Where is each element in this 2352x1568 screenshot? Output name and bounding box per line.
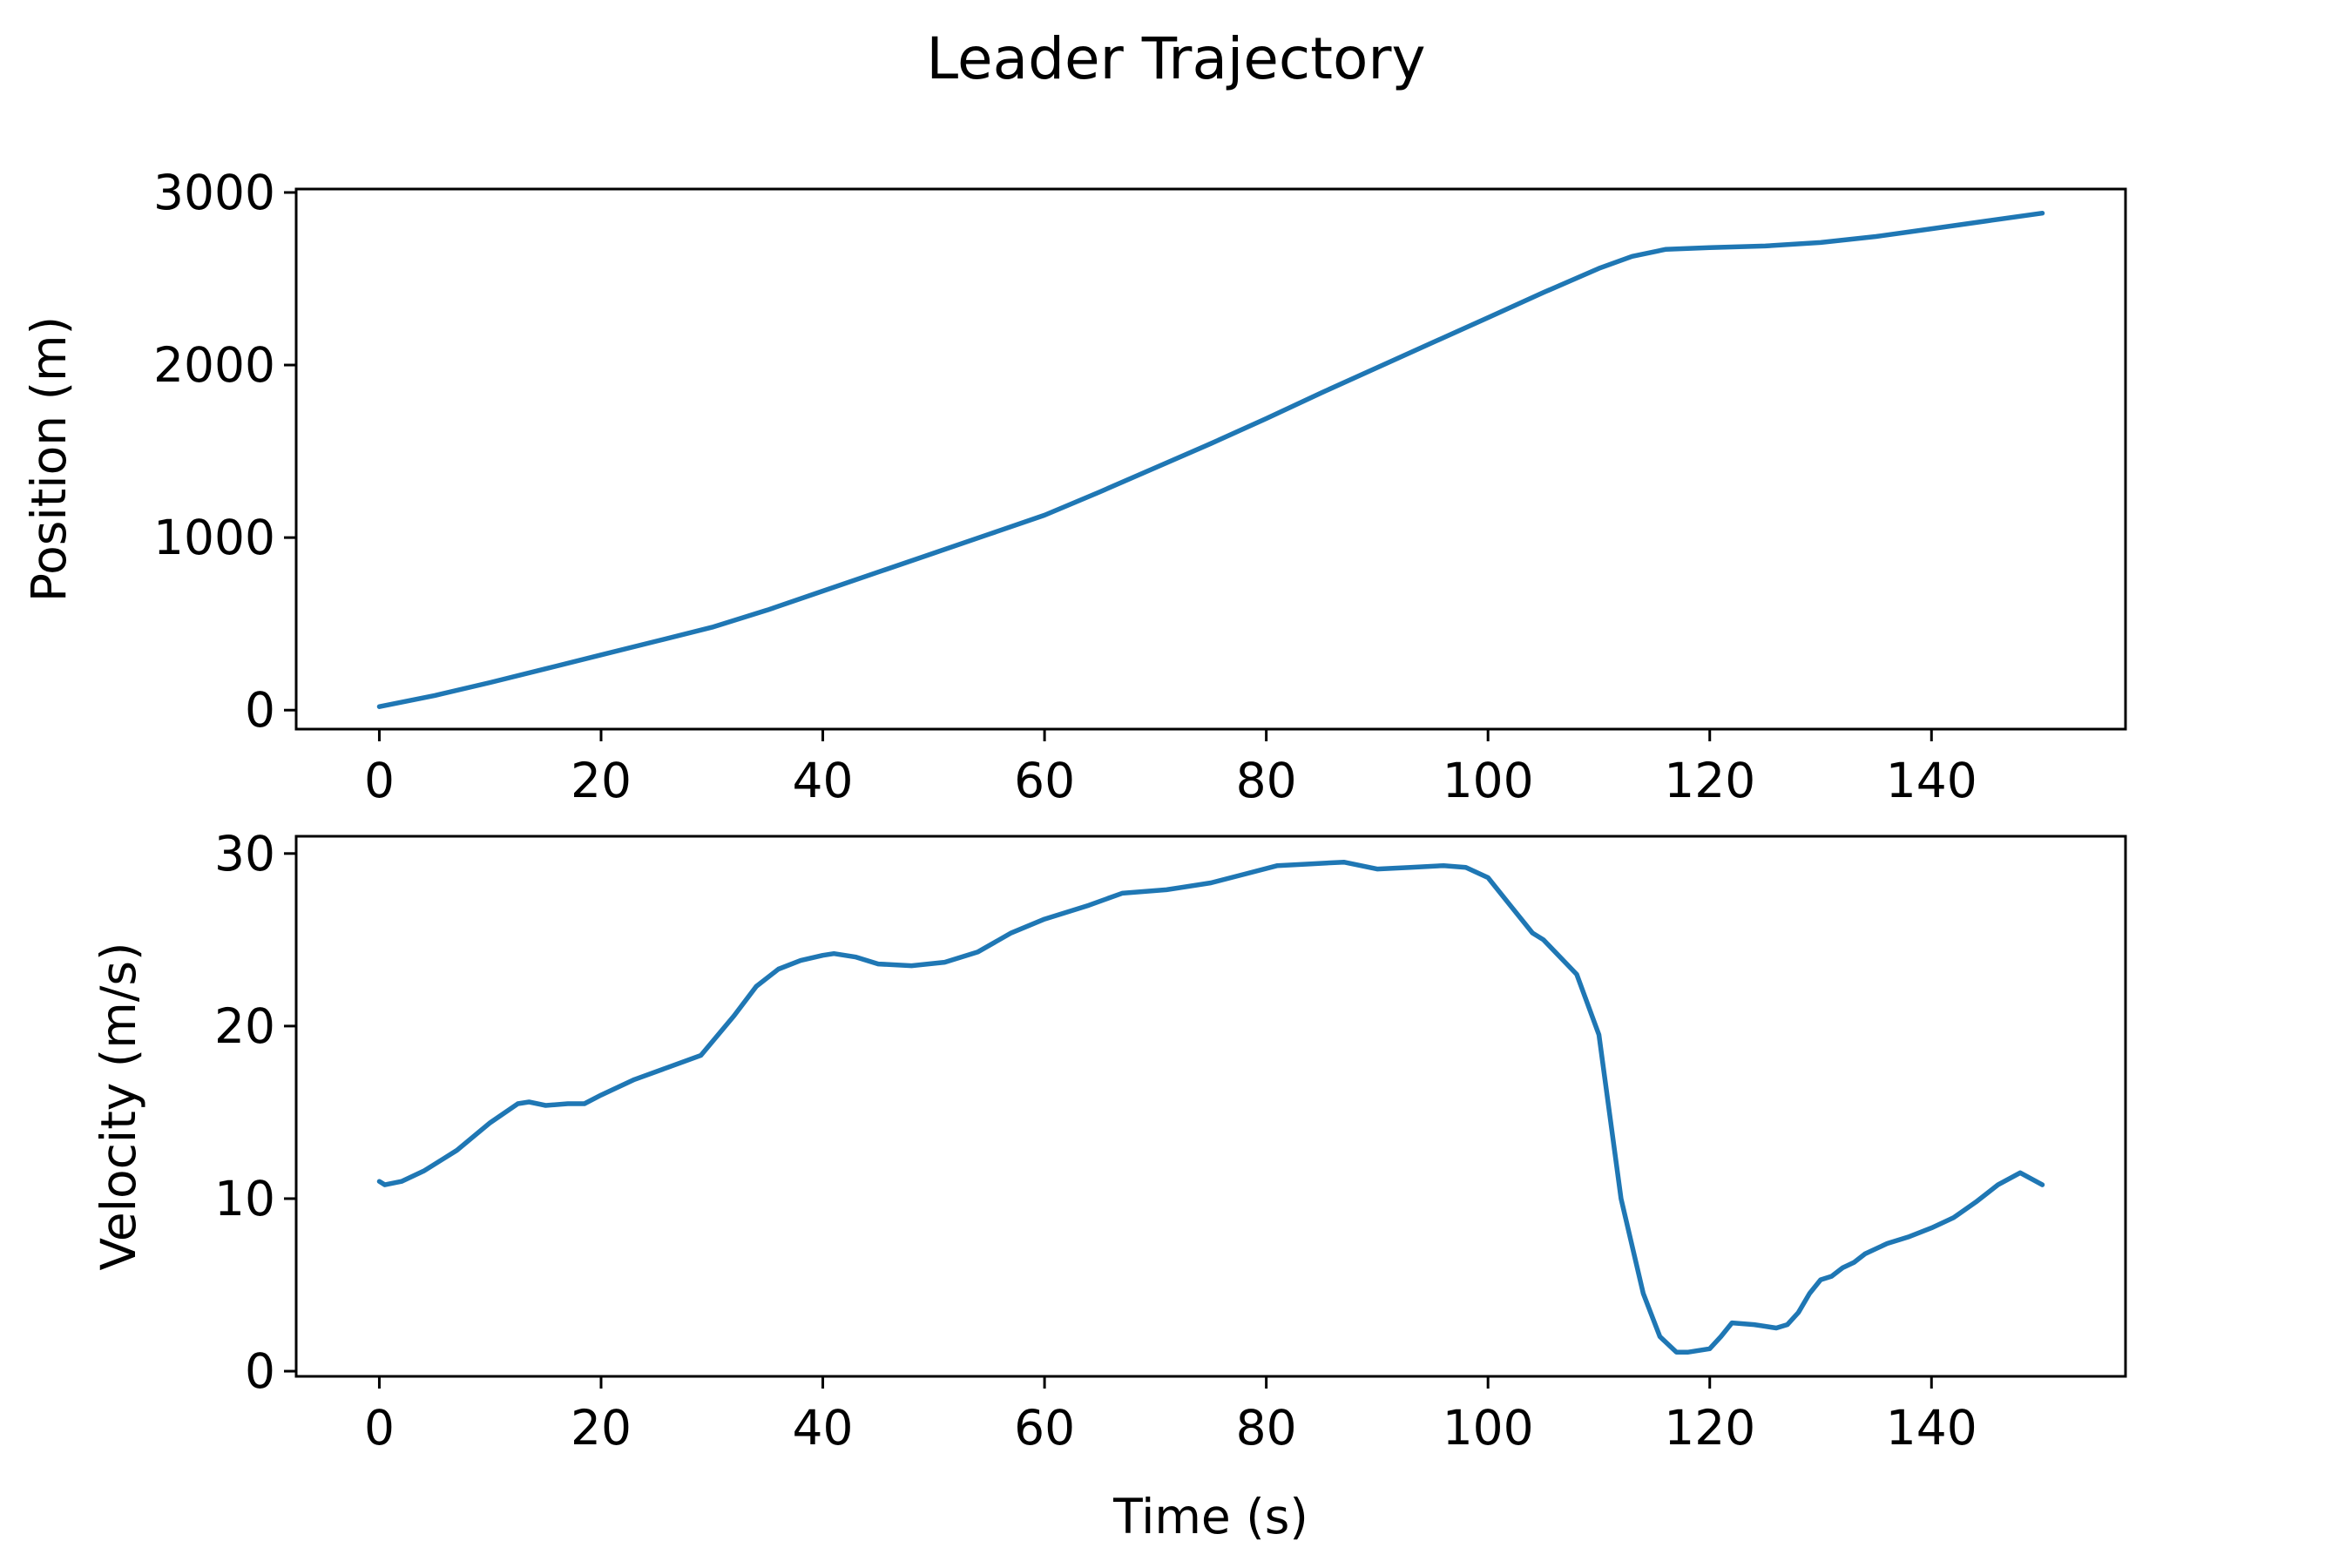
position-x-tick-label: 0 bbox=[364, 753, 395, 808]
velocity-subplot: 0 20 40 60 80 100 120 140 0 10 20 30 Velocity (m/s) T… bbox=[91, 826, 2127, 1544]
position-x-tick-label: 120 bbox=[1664, 753, 1755, 808]
velocity-x-tick-label: 60 bbox=[1014, 1400, 1075, 1456]
position-series-line bbox=[376, 210, 2045, 709]
velocity-x-axis-label: Time (s) bbox=[1112, 1489, 1308, 1544]
position-y-axis-label: Position (m) bbox=[21, 316, 77, 602]
position-y-tick-label: 2000 bbox=[153, 337, 275, 393]
velocity-x-tick-label: 120 bbox=[1664, 1400, 1755, 1456]
velocity-y-axis-label: Velocity (m/s) bbox=[91, 943, 146, 1271]
velocity-y-tick-label: 10 bbox=[214, 1171, 275, 1227]
velocity-y-tick-label: 0 bbox=[245, 1343, 275, 1399]
position-x-tick-label: 80 bbox=[1236, 753, 1297, 808]
velocity-x-tick-label: 0 bbox=[364, 1400, 395, 1456]
position-y-tick-label: 0 bbox=[245, 682, 275, 738]
position-y-tick-label: 1000 bbox=[153, 510, 275, 565]
velocity-series-line bbox=[376, 859, 2045, 1355]
position-x-tick-label: 60 bbox=[1014, 753, 1075, 808]
velocity-x-tick-label: 20 bbox=[571, 1400, 632, 1456]
velocity-axes-frame bbox=[294, 835, 2127, 1378]
position-x-tick-label: 20 bbox=[571, 753, 632, 808]
position-y-tick-label: 3000 bbox=[153, 165, 275, 220]
figure-title: Leader Trajectory bbox=[926, 25, 1425, 92]
velocity-x-tick-label: 100 bbox=[1443, 1400, 1534, 1456]
velocity-y-tick-label: 20 bbox=[214, 998, 275, 1054]
position-x-tick-label: 40 bbox=[793, 753, 854, 808]
velocity-x-tick-label: 40 bbox=[793, 1400, 854, 1456]
position-x-tick-label: 100 bbox=[1443, 753, 1534, 808]
position-x-tick-label: 140 bbox=[1886, 753, 1977, 808]
position-subplot: 0 20 40 60 80 100 120 140 0 1000 2000 3000 Position … bbox=[21, 165, 2127, 808]
position-axes-frame bbox=[294, 187, 2127, 731]
velocity-x-tick-label: 140 bbox=[1886, 1400, 1977, 1456]
velocity-y-tick-label: 30 bbox=[214, 826, 275, 882]
velocity-x-tick-label: 80 bbox=[1236, 1400, 1297, 1456]
